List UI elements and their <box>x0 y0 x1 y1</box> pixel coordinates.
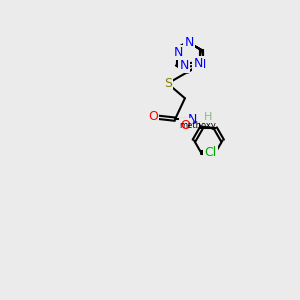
Text: Cl: Cl <box>204 146 216 159</box>
Text: methoxy: methoxy <box>180 121 217 130</box>
Text: O: O <box>148 110 158 123</box>
Text: N: N <box>174 46 183 59</box>
Text: N: N <box>188 113 197 126</box>
Text: O: O <box>180 119 190 132</box>
Text: S: S <box>164 77 172 90</box>
Text: N: N <box>179 59 189 72</box>
Text: H: H <box>203 112 212 122</box>
Text: N: N <box>196 58 206 70</box>
Text: N: N <box>184 36 194 49</box>
Text: N: N <box>194 57 203 70</box>
